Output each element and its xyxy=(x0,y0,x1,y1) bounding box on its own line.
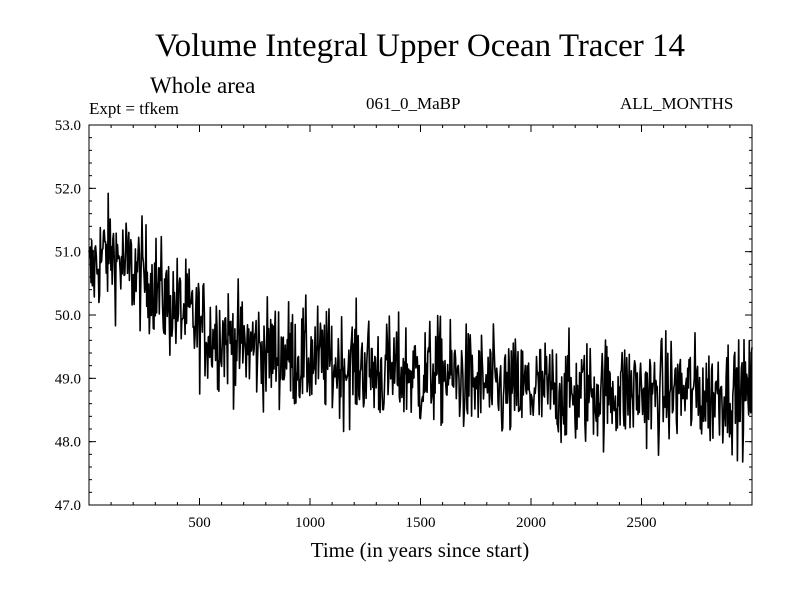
x-axis-label: Time (in years since start) xyxy=(310,538,530,562)
period-label: 061_0_MaBP xyxy=(366,94,461,113)
x-tick-label: 2500 xyxy=(627,515,657,531)
plot-frame xyxy=(88,124,753,506)
chart-subtitle: Whole area xyxy=(150,73,256,98)
axis-ticks: 47.0 48.0 49.0 50.0 51.0 52.0 53.0 500 1000 1500 2… xyxy=(55,118,752,531)
y-tick-label: 51.0 xyxy=(55,245,81,261)
y-tick-label: 48.0 xyxy=(55,435,81,451)
y-tick-label: 47.0 xyxy=(55,498,81,514)
x-tick-label: 1500 xyxy=(406,515,436,531)
series-group xyxy=(88,192,753,463)
x-tick-label: 2000 xyxy=(516,515,546,531)
months-label: ALL_MONTHS xyxy=(620,94,734,113)
x-tick-label: 1000 xyxy=(295,515,325,531)
y-tick-label: 49.0 xyxy=(55,371,81,387)
chart-title: Volume Integral Upper Ocean Tracer 14 xyxy=(155,28,685,64)
y-tick-label: 52.0 xyxy=(55,181,81,197)
series-line xyxy=(88,192,753,463)
experiment-label: Expt = tfkem xyxy=(89,99,179,118)
y-tick-label: 53.0 xyxy=(55,118,81,134)
y-tick-label: 50.0 xyxy=(55,308,81,324)
x-tick-label: 500 xyxy=(188,515,211,531)
